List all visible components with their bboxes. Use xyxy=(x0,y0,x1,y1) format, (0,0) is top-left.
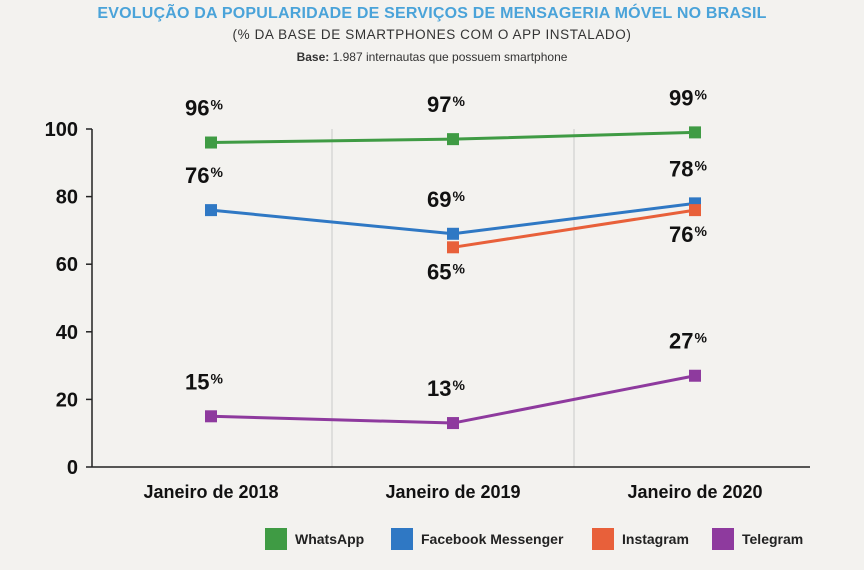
chart-subtitle: (% DA BASE DE SMARTPHONES COM O APP INST… xyxy=(232,27,632,42)
y-tick-label: 20 xyxy=(56,389,78,411)
data-label-whatsapp: 96% xyxy=(185,96,223,121)
data-point-whatsapp xyxy=(689,126,701,139)
data-point-telegram xyxy=(689,369,701,382)
y-tick-label: 80 xyxy=(56,187,78,209)
legend-label: Instagram xyxy=(622,531,689,547)
base-label: Base: xyxy=(296,50,330,64)
data-point-whatsapp xyxy=(205,136,217,149)
data-point-facebook-messenger xyxy=(447,227,459,240)
legend-item-whatsapp: WhatsApp xyxy=(265,528,364,550)
legend-item-instagram: Instagram xyxy=(592,528,689,550)
data-point-whatsapp xyxy=(447,133,459,146)
x-tick-label: Janeiro de 2019 xyxy=(385,482,520,502)
base-text: 1.987 internautas que possuem smartphone xyxy=(329,50,568,64)
data-label-facebook-messenger: 78% xyxy=(669,156,707,181)
legend-item-facebook-messenger: Facebook Messenger xyxy=(391,528,563,550)
data-label-facebook-messenger: 69% xyxy=(427,187,465,212)
data-label-telegram: 27% xyxy=(669,329,707,354)
legend-swatch xyxy=(712,528,734,550)
data-label-whatsapp: 99% xyxy=(669,85,707,110)
data-point-telegram xyxy=(447,417,459,430)
legend-label: Facebook Messenger xyxy=(421,531,564,547)
data-label-facebook-messenger: 76% xyxy=(185,163,223,188)
x-tick-label: Janeiro de 2020 xyxy=(627,482,762,502)
series-line-instagram xyxy=(452,208,696,249)
x-tick-label: Janeiro de 2018 xyxy=(143,482,278,502)
y-tick-label: 100 xyxy=(45,119,78,141)
legend-item-telegram: Telegram xyxy=(712,528,803,550)
y-tick-label: 0 xyxy=(67,457,78,479)
chart-title: EVOLUÇÃO DA POPULARIDADE DE SERVIÇOS DE … xyxy=(97,5,767,22)
data-label-telegram: 15% xyxy=(185,369,223,394)
data-label-telegram: 13% xyxy=(427,376,465,401)
legend-label: WhatsApp xyxy=(295,531,365,547)
data-label-instagram: 76% xyxy=(669,222,707,247)
chart-legend: WhatsApp Facebook Messenger Instagram Teleg… xyxy=(0,528,864,552)
legend-label: Telegram xyxy=(742,531,804,547)
legend-swatch xyxy=(592,528,614,550)
data-label-instagram: 65% xyxy=(427,259,465,284)
data-label-whatsapp: 97% xyxy=(427,92,465,117)
data-point-instagram xyxy=(447,241,459,254)
y-tick-label: 40 xyxy=(56,322,78,344)
data-point-instagram xyxy=(689,204,701,217)
data-point-facebook-messenger xyxy=(205,204,217,217)
legend-swatch xyxy=(265,528,287,550)
line-chart: 0 20 40 60 80 100 Janeiro de 2018 Janeiro de 20… xyxy=(45,85,810,502)
legend-swatch xyxy=(391,528,413,550)
data-point-telegram xyxy=(205,410,217,423)
base-note: Base: 1.987 internautas que possuem smar… xyxy=(0,50,864,64)
y-tick-label: 60 xyxy=(56,254,78,276)
